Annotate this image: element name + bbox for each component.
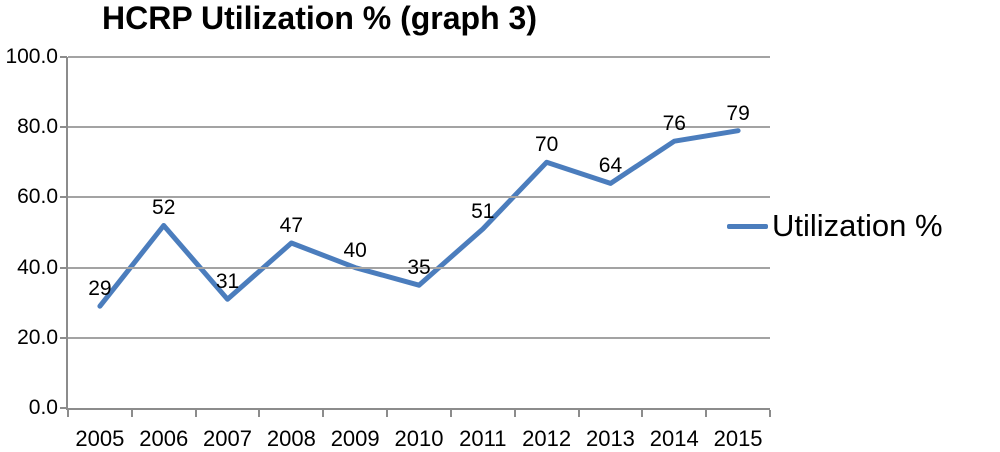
x-axis-tick (258, 410, 261, 417)
x-axis-label: 2008 (266, 426, 316, 451)
y-axis-label: 40.0 (17, 255, 58, 279)
y-axis-tick (60, 126, 67, 129)
series-line-svg (97, 128, 741, 309)
data-label: 31 (215, 270, 240, 294)
y-axis-label: 80.0 (17, 115, 58, 139)
data-label: 76 (662, 112, 686, 136)
data-label: 51 (471, 199, 495, 223)
x-axis-tick (130, 410, 133, 417)
x-axis-tick (67, 410, 69, 417)
legend-label: Utilization % (772, 208, 943, 243)
y-axis-line (66, 57, 68, 410)
data-label: 79 (726, 101, 750, 125)
x-axis-tick (513, 410, 516, 417)
x-axis-label: 2011 (459, 426, 507, 451)
x-axis-tick (577, 410, 580, 417)
data-label: 52 (152, 196, 176, 220)
gridline (68, 266, 770, 269)
x-axis-label: 2014 (649, 426, 699, 451)
y-axis-label: 60.0 (17, 185, 58, 209)
x-axis-label: 2006 (139, 426, 189, 451)
y-axis-tick (60, 407, 67, 409)
gridline (68, 196, 770, 199)
x-axis-tick (322, 410, 325, 417)
x-axis-label: 2009 (330, 426, 380, 451)
x-axis-label: 2005 (75, 426, 125, 451)
x-axis-label: 2012 (522, 426, 572, 451)
y-axis-tick (60, 56, 67, 58)
x-axis-tick (386, 410, 389, 417)
data-label: 47 (279, 214, 304, 238)
y-axis-label: 0.0 (28, 396, 58, 419)
data-label: 40 (343, 238, 367, 262)
y-axis-tick (60, 336, 67, 339)
y-axis-tick (60, 266, 67, 269)
x-axis-label: 2010 (394, 426, 444, 451)
x-axis-tick (705, 410, 708, 417)
gridline (68, 56, 770, 58)
x-axis-tick (769, 410, 771, 417)
x-axis-tick (641, 410, 644, 417)
legend: Utilization % (727, 208, 943, 244)
x-axis-line (66, 408, 770, 410)
series-line-utilization (97, 128, 741, 309)
data-label: 64 (598, 154, 623, 178)
gridline (68, 336, 770, 339)
data-label: 35 (407, 256, 431, 280)
data-label: 29 (88, 277, 112, 301)
x-axis-tick (449, 410, 452, 417)
x-axis-label: 2015 (713, 426, 763, 451)
y-axis-label: 100.0 (5, 45, 58, 68)
y-axis-label: 20.0 (17, 325, 58, 349)
plot-area (68, 57, 770, 408)
data-label: 70 (534, 133, 559, 157)
x-axis-label: 2007 (203, 426, 252, 451)
legend-line-marker-icon (727, 223, 768, 229)
gridline (68, 126, 770, 129)
x-axis-tick (194, 410, 197, 417)
chart-title: HCRP Utilization % (graph 3) (102, 0, 537, 36)
y-axis-tick (60, 196, 67, 199)
x-axis-label: 2013 (585, 426, 635, 451)
